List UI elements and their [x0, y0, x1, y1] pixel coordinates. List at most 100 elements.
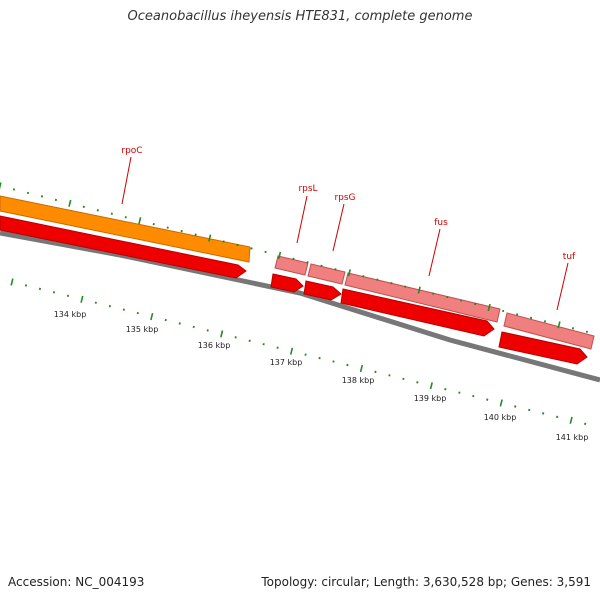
lower-minor-tick	[486, 398, 489, 401]
upper-minor-tick	[250, 247, 253, 250]
lower-minor-tick	[514, 405, 517, 408]
gene-bar-tuf	[503, 312, 595, 350]
gene-bar-rpsg	[307, 263, 346, 285]
kbp-label-141: 141 kbp	[556, 433, 589, 442]
label-line-tuf	[556, 262, 569, 311]
upper-minor-tick	[585, 330, 589, 333]
kbp-label-135: 135 kbp	[126, 325, 159, 334]
lower-minor-tick	[94, 301, 97, 304]
gene-bar-rpsl	[274, 255, 309, 276]
upper-minor-tick	[96, 209, 99, 212]
upper-minor-tick	[376, 278, 379, 281]
kbp-label-139: 139 kbp	[414, 394, 447, 403]
kbp-label-136: 136 kbp	[198, 341, 231, 350]
lower-minor-tick	[542, 412, 545, 415]
accession-text: Accession: NC_004193	[8, 575, 145, 589]
lower-minor-tick	[192, 325, 195, 329]
gene-label-rpoc: rpoC	[121, 146, 142, 156]
lower-minor-tick	[178, 322, 181, 325]
lower-major-tick	[10, 278, 14, 286]
lower-major-tick	[359, 364, 364, 373]
cds-arrow-tuf	[498, 331, 588, 365]
upper-major-tick	[68, 199, 72, 207]
lower-minor-tick	[38, 287, 42, 291]
cds-arrow-rpsl	[270, 273, 304, 293]
cds-arrow-rpoc	[0, 215, 247, 279]
lower-minor-tick	[164, 318, 167, 322]
upper-minor-tick	[152, 222, 155, 226]
kbp-label-137: 137 kbp	[270, 358, 303, 367]
lower-major-tick	[569, 416, 573, 424]
cds-arrow-rpsg	[303, 280, 342, 301]
upper-minor-tick	[529, 316, 533, 320]
label-line-rpsg	[332, 203, 345, 252]
upper-minor-tick	[124, 216, 127, 219]
lower-minor-tick	[388, 374, 391, 377]
kbp-label-134: 134 kbp	[54, 310, 87, 319]
upper-minor-tick	[12, 188, 16, 191]
lower-minor-tick	[416, 381, 419, 384]
lower-minor-tick	[52, 291, 56, 294]
upper-minor-tick	[543, 320, 547, 323]
upper-minor-tick	[362, 275, 365, 278]
upper-minor-tick	[40, 195, 44, 198]
upper-minor-tick	[194, 233, 197, 236]
lower-minor-tick	[304, 353, 307, 356]
lower-minor-tick	[556, 415, 559, 419]
lower-minor-tick	[458, 391, 461, 394]
upper-minor-tick	[446, 295, 449, 299]
upper-minor-tick	[432, 292, 435, 295]
lower-minor-tick	[346, 363, 349, 367]
label-line-rpsl	[296, 195, 308, 244]
lower-minor-tick	[374, 370, 377, 374]
upper-minor-tick	[264, 250, 267, 254]
upper-minor-tick	[82, 205, 85, 209]
lower-major-tick	[499, 399, 503, 407]
map-title: Oceanobacillus iheyensis HTE831, complet…	[127, 9, 473, 24]
lower-minor-tick	[248, 339, 251, 343]
upper-major-tick	[277, 251, 282, 259]
upper-major-tick	[208, 234, 212, 242]
upper-major-tick	[557, 321, 561, 329]
lower-major-tick	[80, 295, 84, 303]
upper-major-tick	[0, 182, 2, 190]
lower-minor-tick	[262, 343, 265, 346]
cds-arrow-fus	[340, 288, 495, 337]
lower-major-tick	[220, 330, 224, 338]
lower-minor-tick	[108, 304, 111, 308]
upper-major-tick	[138, 217, 142, 225]
label-line-rpoc	[121, 156, 132, 205]
lower-minor-tick	[584, 422, 587, 426]
gene-label-tuf: tuf	[563, 252, 576, 262]
gene-bar-fus	[344, 272, 501, 323]
lower-minor-tick	[24, 284, 28, 287]
lower-minor-tick	[122, 308, 125, 311]
lower-minor-tick	[318, 356, 321, 360]
lower-major-tick	[289, 347, 294, 355]
upper-minor-tick	[474, 302, 477, 306]
upper-minor-tick	[180, 229, 183, 233]
upper-minor-tick	[502, 309, 505, 313]
kbp-label-138: 138 kbp	[342, 376, 375, 385]
upper-major-tick	[347, 269, 351, 277]
lower-major-tick	[429, 382, 433, 390]
upper-major-tick	[417, 286, 421, 294]
lower-minor-tick	[234, 336, 237, 339]
upper-minor-tick	[390, 281, 393, 285]
lower-minor-tick	[444, 387, 447, 391]
lower-major-tick	[150, 313, 154, 321]
upper-minor-tick	[320, 264, 323, 268]
upper-minor-tick	[236, 243, 239, 247]
gene-label-rpsg: rpsG	[334, 193, 355, 203]
upper-tick-track	[0, 182, 589, 333]
lower-tick-track	[10, 278, 587, 426]
upper-minor-tick	[404, 285, 407, 288]
gene-label-fus: fus	[434, 218, 448, 228]
orange-feature-bar	[0, 195, 251, 263]
gene-label-rpsl: rpsL	[298, 184, 317, 194]
upper-minor-tick	[26, 191, 30, 195]
upper-minor-tick	[292, 257, 295, 261]
genome-backbone	[0, 230, 600, 383]
lower-minor-tick	[66, 294, 70, 298]
